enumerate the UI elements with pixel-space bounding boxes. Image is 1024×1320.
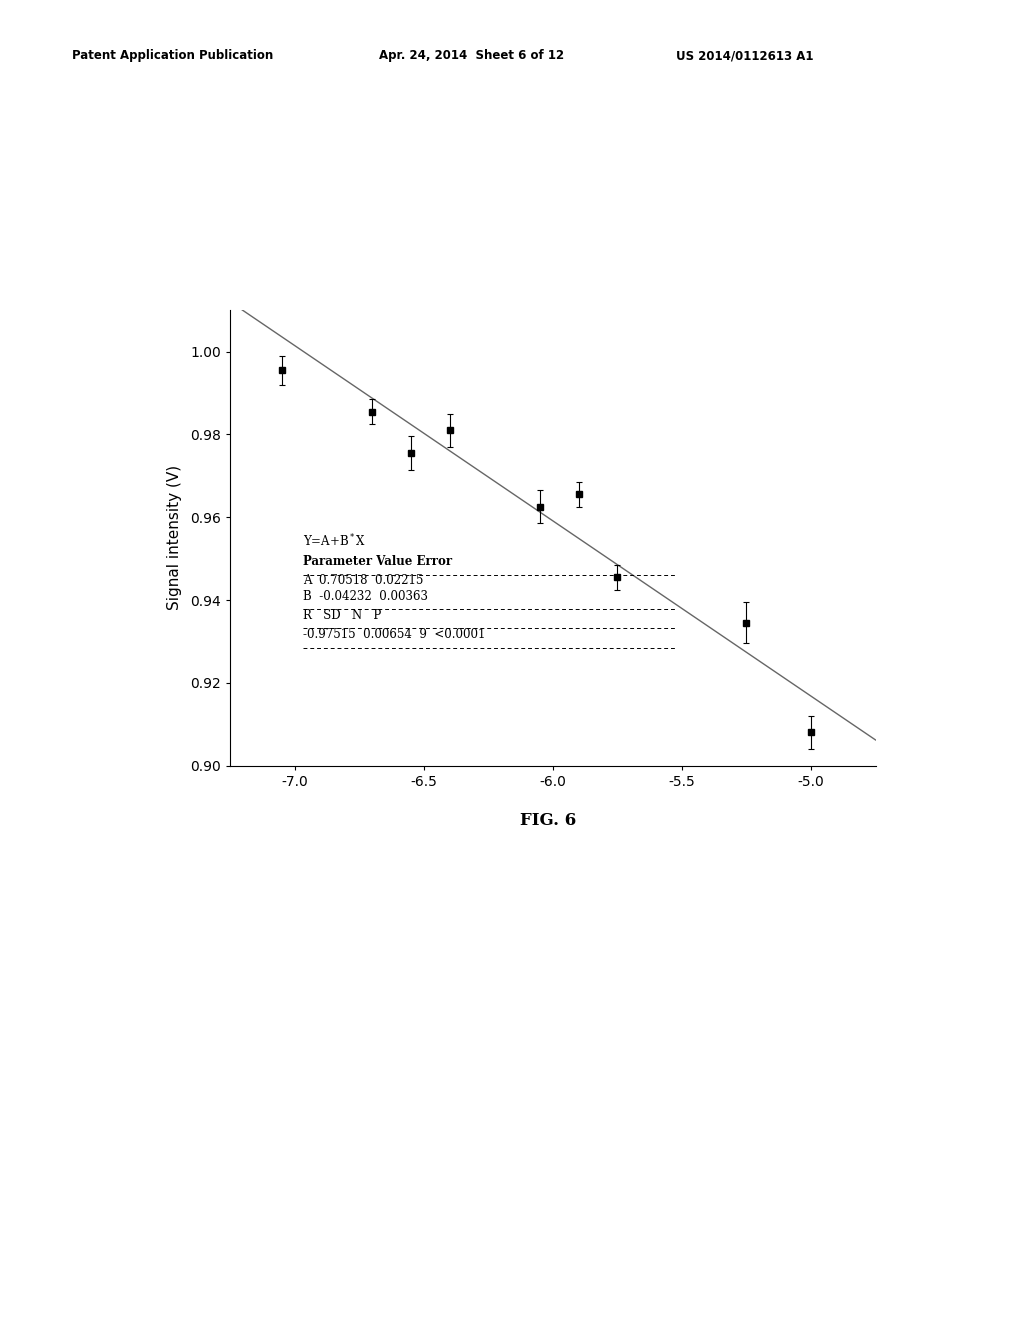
Text: Parameter Value Error: Parameter Value Error [303, 554, 452, 568]
Text: R   SD   N   P: R SD N P [303, 609, 381, 622]
Text: Y=A+B$^*$X: Y=A+B$^*$X [303, 532, 366, 549]
Text: Patent Application Publication: Patent Application Publication [72, 49, 273, 62]
Text: FIG. 6: FIG. 6 [520, 812, 575, 829]
Text: B  -0.04232  0.00363: B -0.04232 0.00363 [303, 590, 428, 603]
Y-axis label: Signal intensity (V): Signal intensity (V) [167, 466, 182, 610]
Text: Apr. 24, 2014  Sheet 6 of 12: Apr. 24, 2014 Sheet 6 of 12 [379, 49, 564, 62]
Text: US 2014/0112613 A1: US 2014/0112613 A1 [676, 49, 813, 62]
Text: -0.97515  0.00654  9  <0.0001: -0.97515 0.00654 9 <0.0001 [303, 628, 485, 642]
Text: A  0.70518  0.02215: A 0.70518 0.02215 [303, 574, 423, 587]
